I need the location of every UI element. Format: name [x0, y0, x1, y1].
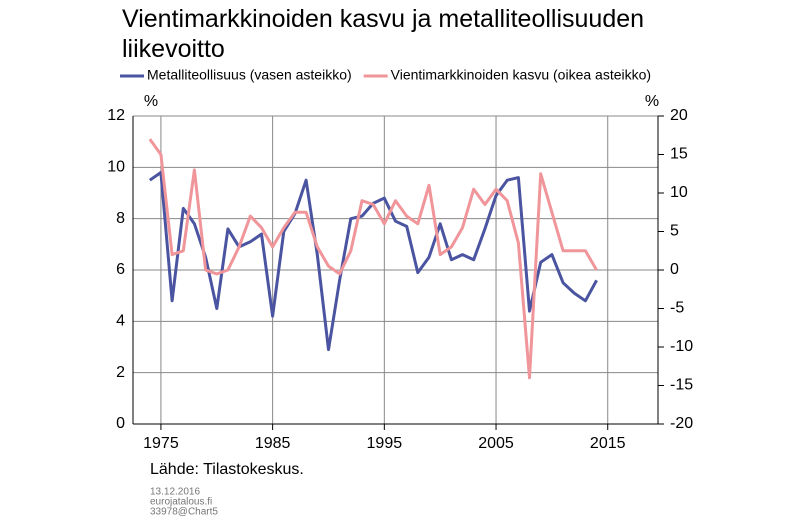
- x-tick-label: 1985: [255, 435, 291, 452]
- y2-tick-label: -5: [670, 300, 684, 317]
- x-tick-label: 2005: [478, 435, 514, 452]
- y-tick-label: 2: [116, 364, 125, 381]
- y2-tick-label: 0: [670, 261, 679, 278]
- footnote: eurojatalous.fi: [150, 497, 212, 508]
- x-tick-label: 2015: [590, 435, 626, 452]
- x-tick-label: 1995: [367, 435, 403, 452]
- y2-tick-label: -15: [670, 377, 693, 394]
- series-line: [148, 171, 598, 352]
- source: Lähde: Tilastokeskus.: [150, 461, 304, 478]
- y2-tick-label: -10: [670, 338, 693, 355]
- y-tick-label: 6: [116, 261, 125, 278]
- y2-tick-label: 15: [670, 146, 688, 163]
- y2-tick-label: 5: [670, 223, 679, 240]
- y-tick-label: 8: [116, 210, 125, 227]
- y2-tick-label: -20: [670, 415, 693, 432]
- legend-label: Metalliteollisuus (vasen asteikko): [147, 67, 352, 83]
- y-tick-label: 4: [116, 313, 125, 330]
- y-tick-label: 10: [107, 159, 125, 176]
- legend-label: Vientimarkkinoiden kasvu (oikea asteikko…: [391, 67, 651, 83]
- y-tick-label: 0: [116, 415, 125, 432]
- y2-axis-unit: %: [645, 93, 659, 110]
- y-tick-label: 12: [107, 107, 125, 124]
- y-axis-unit: %: [144, 93, 158, 110]
- series-line: [148, 138, 598, 380]
- footnote: 13.12.2016: [150, 487, 200, 498]
- y2-tick-label: 20: [670, 107, 688, 124]
- chart-title: Vientimarkkinoiden kasvu ja metalliteoll…: [122, 5, 645, 63]
- y2-tick-label: 10: [670, 184, 688, 201]
- x-tick-label: 1975: [143, 435, 179, 452]
- footnote: 33978@Chart5: [150, 507, 218, 518]
